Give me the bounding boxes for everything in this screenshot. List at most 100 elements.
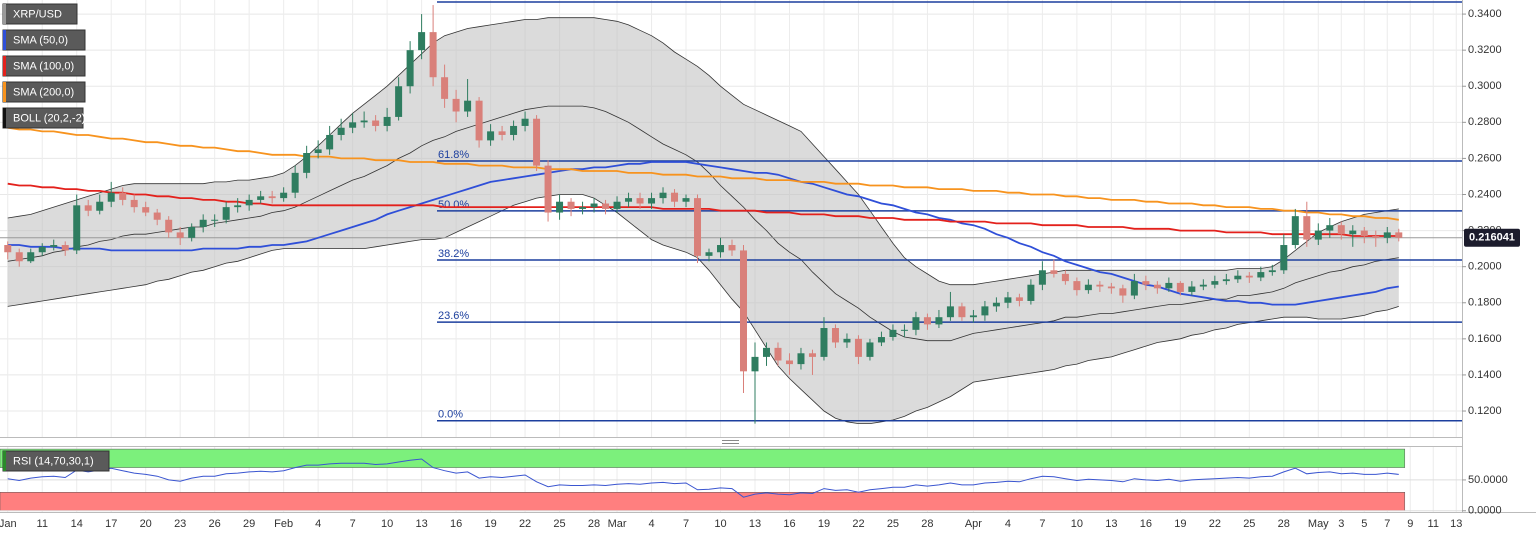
legend-label[interactable]: XRP/USD — [13, 8, 62, 20]
candle-body — [211, 219, 219, 221]
x-tick-label: 13 — [1450, 518, 1462, 530]
candle-body — [912, 317, 920, 330]
candle-body — [50, 245, 58, 247]
candle-body — [992, 302, 1000, 307]
rsi-line — [7, 458, 1399, 498]
x-tick-label: 11 — [37, 518, 48, 530]
candle-body — [590, 203, 598, 208]
candle-body — [946, 306, 954, 318]
candle-body — [1176, 282, 1184, 292]
legend-swatch[interactable] — [3, 4, 6, 24]
candle-body — [257, 196, 265, 200]
x-tick-label: 14 — [71, 518, 83, 530]
legend-label[interactable]: RSI (14,70,30,1) — [13, 455, 94, 467]
candle-body — [866, 342, 874, 357]
legend-label[interactable]: SMA (200,0) — [13, 86, 74, 98]
candle-body — [602, 203, 610, 209]
x-tick-label: 4 — [1005, 518, 1011, 530]
candle-body — [521, 118, 529, 126]
candle-body — [889, 329, 897, 338]
candle-body — [854, 338, 862, 357]
x-tick-label: 10 — [1071, 518, 1083, 530]
candle-body — [751, 356, 759, 372]
y-tick-label: 0.2600 — [1468, 152, 1502, 164]
y-tick-label: 0.3200 — [1468, 44, 1502, 56]
candle-body — [1119, 288, 1127, 296]
x-tick-label: 22 — [1209, 518, 1221, 530]
candle-body — [969, 315, 977, 318]
last-price-tag — [1464, 228, 1520, 247]
candle-body — [1395, 232, 1403, 238]
x-tick-label: 28 — [1278, 518, 1290, 530]
candle-body — [1050, 270, 1058, 274]
candle-body — [1326, 225, 1334, 231]
candle-body — [429, 32, 437, 78]
candle-body — [1038, 270, 1046, 285]
legend-swatch[interactable] — [3, 82, 6, 102]
x-tick-label: 5 — [1361, 518, 1367, 530]
candle-body — [774, 347, 782, 361]
candle-body — [199, 219, 207, 227]
rsi-tick-label: 0.0000 — [1468, 505, 1502, 517]
candle-body — [383, 116, 391, 126]
x-tick-label: Mar — [608, 518, 627, 530]
candle-body — [1257, 272, 1265, 278]
candle-body — [625, 198, 633, 202]
rsi-zone — [0, 492, 1406, 512]
x-tick-label: 4 — [315, 518, 321, 530]
x-tick-label: 25 — [553, 518, 565, 530]
legend-swatch[interactable] — [3, 451, 6, 471]
indicator-layer — [7, 126, 1399, 306]
candle-body — [556, 201, 564, 213]
legend-swatch[interactable] — [3, 56, 6, 76]
candle-body — [406, 50, 414, 87]
candle-body — [613, 201, 621, 209]
rsi-tick-label: 50.0000 — [1468, 474, 1508, 486]
sma-line — [7, 182, 1399, 237]
legend-label[interactable]: SMA (100,0) — [13, 60, 74, 72]
candle-body — [762, 347, 770, 357]
legend-swatch[interactable] — [3, 108, 6, 128]
candle-body — [671, 192, 679, 202]
candle-body — [694, 198, 702, 256]
candle-body — [636, 198, 644, 204]
legend-swatch[interactable] — [3, 30, 6, 50]
candle-body — [843, 338, 851, 343]
x-tick-label: 25 — [1243, 518, 1255, 530]
candle-body — [935, 317, 943, 325]
candle-body — [1303, 216, 1311, 240]
candle-body — [176, 232, 184, 238]
candle-body — [831, 328, 839, 343]
candle-body — [280, 192, 288, 199]
legend: XRP/USD SMA (50,0) SMA (100,0) SMA (200,0) B… — [2, 3, 110, 472]
x-tick-label: 26 — [209, 518, 221, 530]
candle-body — [785, 360, 793, 365]
candle-body — [510, 125, 518, 135]
candle-body — [1291, 216, 1299, 246]
x-tick-label: 7 — [350, 518, 356, 530]
x-tick-label: 25 — [887, 518, 899, 530]
candle-body — [349, 122, 357, 128]
candle-body — [1027, 284, 1035, 301]
candle-body — [1268, 270, 1276, 273]
candle-body — [717, 245, 725, 253]
sma-line — [7, 161, 1399, 306]
candle-body — [1372, 236, 1380, 238]
legend-label[interactable]: BOLL (20,2,-2) — [13, 112, 85, 124]
x-tick-label: Jan — [0, 518, 17, 530]
fib-label: 50.0% — [438, 199, 469, 211]
y-tick-label: 0.1600 — [1468, 333, 1502, 345]
candle-body — [1165, 282, 1173, 289]
candle-body — [4, 245, 12, 253]
candle-body — [337, 127, 345, 135]
candle-body — [1360, 230, 1368, 237]
x-tick-label: 19 — [484, 518, 496, 530]
legend-label[interactable]: SMA (50,0) — [13, 34, 68, 46]
bollinger-upper — [7, 17, 1399, 286]
candle-body — [739, 250, 747, 372]
candle-body — [188, 226, 196, 238]
candle-body — [360, 120, 368, 123]
x-tick-label: 13 — [1105, 518, 1117, 530]
x-tick-label: 22 — [519, 518, 531, 530]
